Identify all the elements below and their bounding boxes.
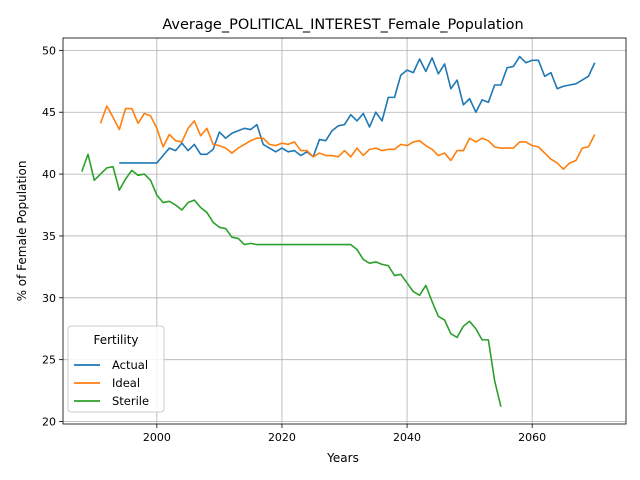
y-axis-label: % of Female Population bbox=[15, 161, 29, 302]
series-line-sterile bbox=[81, 153, 502, 407]
x-axis-ticks: 2000 2020 2040 2060 bbox=[143, 424, 546, 444]
x-axis-label: Years bbox=[326, 451, 359, 465]
x-tick-label: 2000 bbox=[143, 431, 171, 444]
legend-item-sterile: Sterile bbox=[74, 394, 149, 408]
y-tick-label: 45 bbox=[42, 106, 56, 119]
chart-title: Average_POLITICAL_INTEREST_Female_Popula… bbox=[162, 17, 523, 33]
legend: Fertility Actual Ideal Sterile bbox=[67, 325, 165, 413]
series-layer bbox=[81, 55, 596, 407]
y-tick-label: 25 bbox=[42, 354, 56, 367]
y-axis-ticks: 20 25 30 35 40 45 50 bbox=[42, 44, 63, 429]
y-tick-label: 30 bbox=[42, 292, 56, 305]
y-tick-label: 50 bbox=[42, 44, 56, 57]
y-tick-label: 40 bbox=[42, 168, 56, 181]
plot-frame bbox=[62, 37, 627, 425]
x-tick-label: 2040 bbox=[393, 431, 421, 444]
legend-item-actual: Actual bbox=[74, 358, 148, 372]
series-line-actual bbox=[119, 55, 596, 164]
legend-label: Actual bbox=[112, 358, 148, 372]
x-tick-label: 2020 bbox=[268, 431, 296, 444]
legend-label: Ideal bbox=[112, 376, 140, 390]
legend-item-ideal: Ideal bbox=[74, 376, 140, 390]
series-line-ideal bbox=[99, 105, 596, 170]
y-tick-label: 35 bbox=[42, 230, 56, 243]
legend-box bbox=[67, 325, 165, 413]
x-tick-label: 2060 bbox=[518, 431, 546, 444]
legend-title: Fertility bbox=[93, 333, 138, 347]
y-tick-label: 20 bbox=[42, 416, 56, 429]
legend-label: Sterile bbox=[112, 394, 149, 408]
